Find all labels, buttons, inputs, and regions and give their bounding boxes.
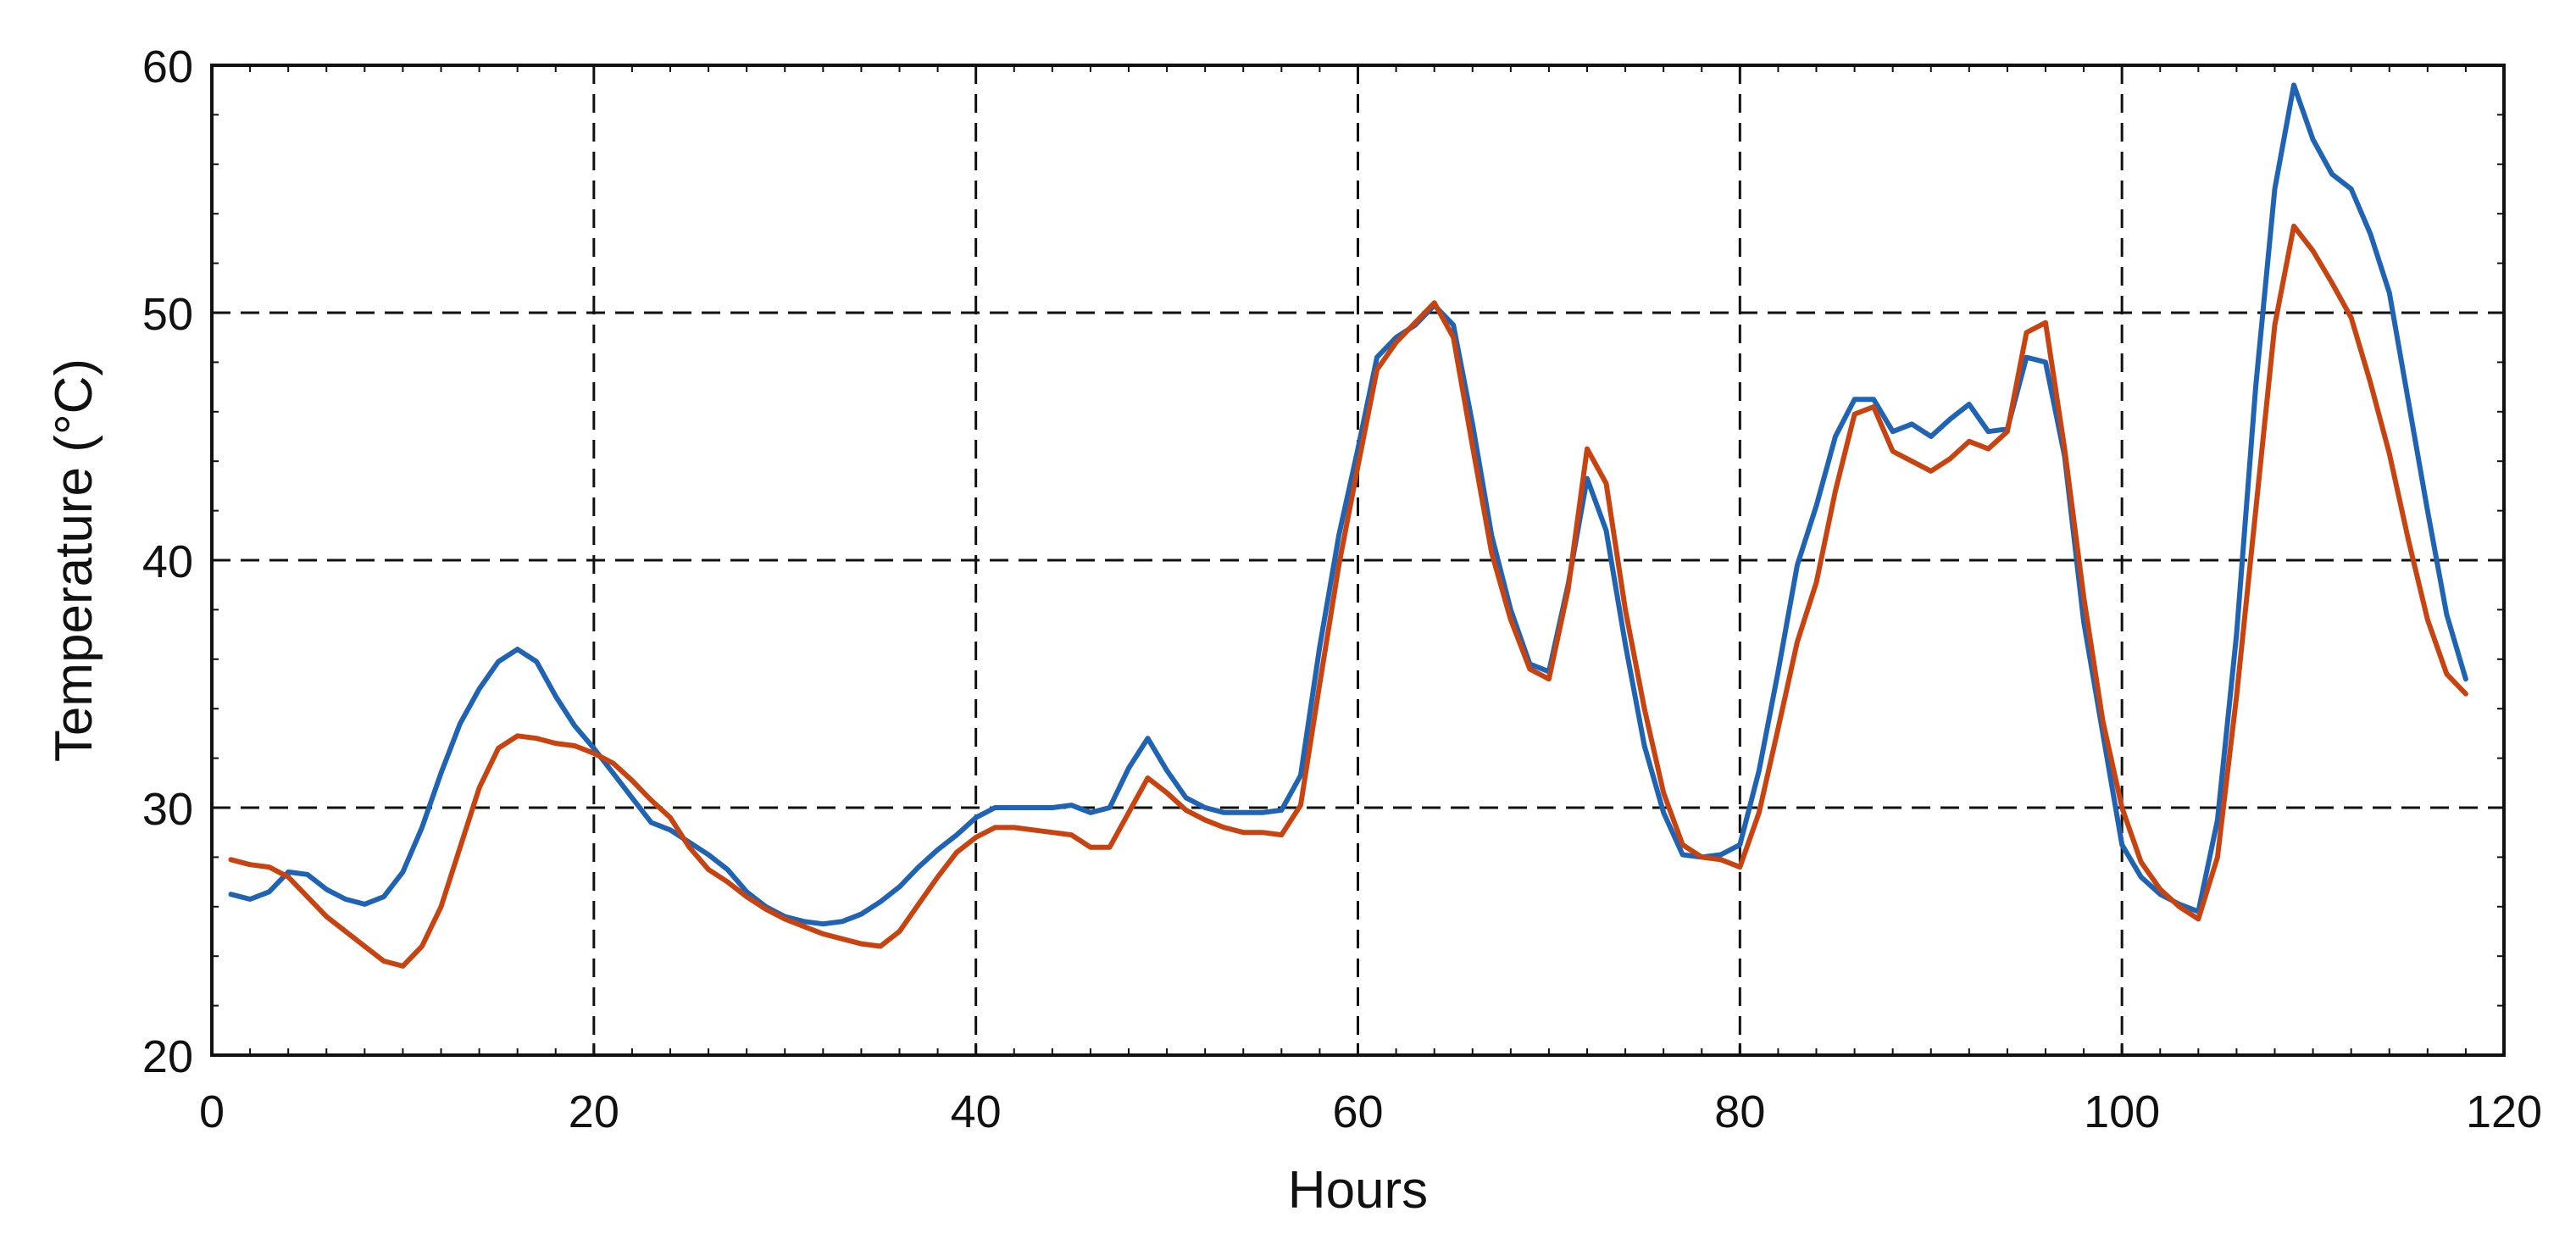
y-tick-label: 60 — [142, 42, 193, 92]
x-tick-label: 40 — [951, 1086, 1002, 1137]
x-tick-label: 120 — [2466, 1086, 2542, 1137]
x-tick-label: 20 — [569, 1086, 619, 1137]
x-tick-label: 0 — [199, 1086, 225, 1137]
x-tick-label: 100 — [2084, 1086, 2160, 1137]
y-tick-label: 20 — [142, 1031, 193, 1082]
y-axis-label: Temperature (°C) — [45, 358, 103, 762]
x-tick-label: 80 — [1714, 1086, 1765, 1137]
x-tick-label: 60 — [1332, 1086, 1383, 1137]
y-tick-label: 40 — [142, 536, 193, 587]
x-axis-label: Hours — [1288, 1161, 1428, 1220]
y-tick-label: 30 — [142, 784, 193, 835]
y-tick-label: 50 — [142, 289, 193, 340]
series-lines — [228, 82, 2468, 969]
series-line-2 — [228, 223, 2468, 969]
